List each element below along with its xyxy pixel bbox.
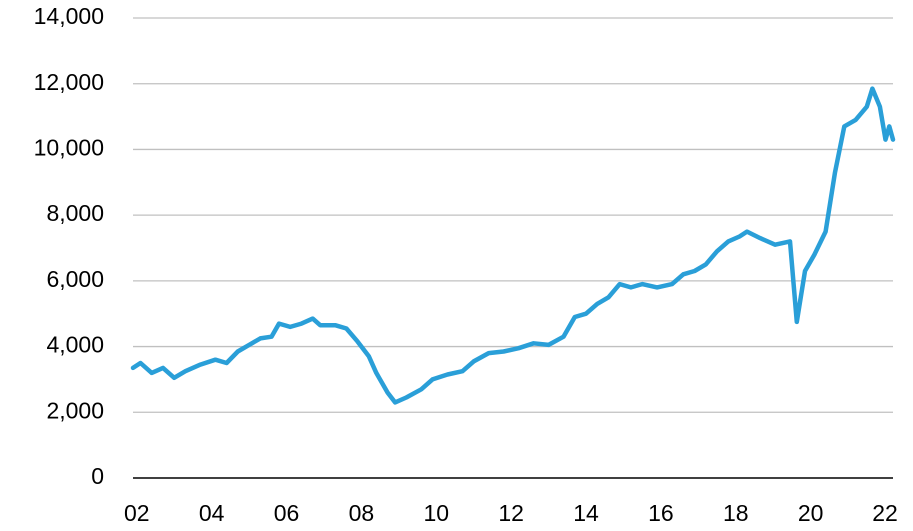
- y-tick-label: 14,000: [34, 3, 104, 29]
- x-tick-label: 20: [798, 500, 824, 526]
- x-tick-label: 08: [349, 500, 375, 526]
- y-tick-label: 12,000: [34, 69, 104, 95]
- line: [130, 86, 896, 405]
- x-tick-label: 14: [573, 500, 599, 526]
- x-tick-label: 18: [723, 500, 749, 526]
- x-tick-label: 06: [274, 500, 300, 526]
- x-tick-label: 22: [872, 500, 898, 526]
- x-tick-label: 02: [124, 500, 150, 526]
- x-tick-label: 10: [423, 500, 449, 526]
- y-tick-label: 6,000: [46, 266, 104, 292]
- x-tick-label: 16: [648, 500, 674, 526]
- y-tick-label: 8,000: [46, 200, 104, 226]
- y-tick-label: 4,000: [46, 332, 104, 358]
- y-tick-label: 0: [91, 463, 104, 489]
- y-tick-label: 10,000: [34, 135, 104, 161]
- y-tick-label: 2,000: [46, 397, 104, 423]
- x-tick-label: 04: [199, 500, 225, 526]
- x-tick-label: 12: [498, 500, 524, 526]
